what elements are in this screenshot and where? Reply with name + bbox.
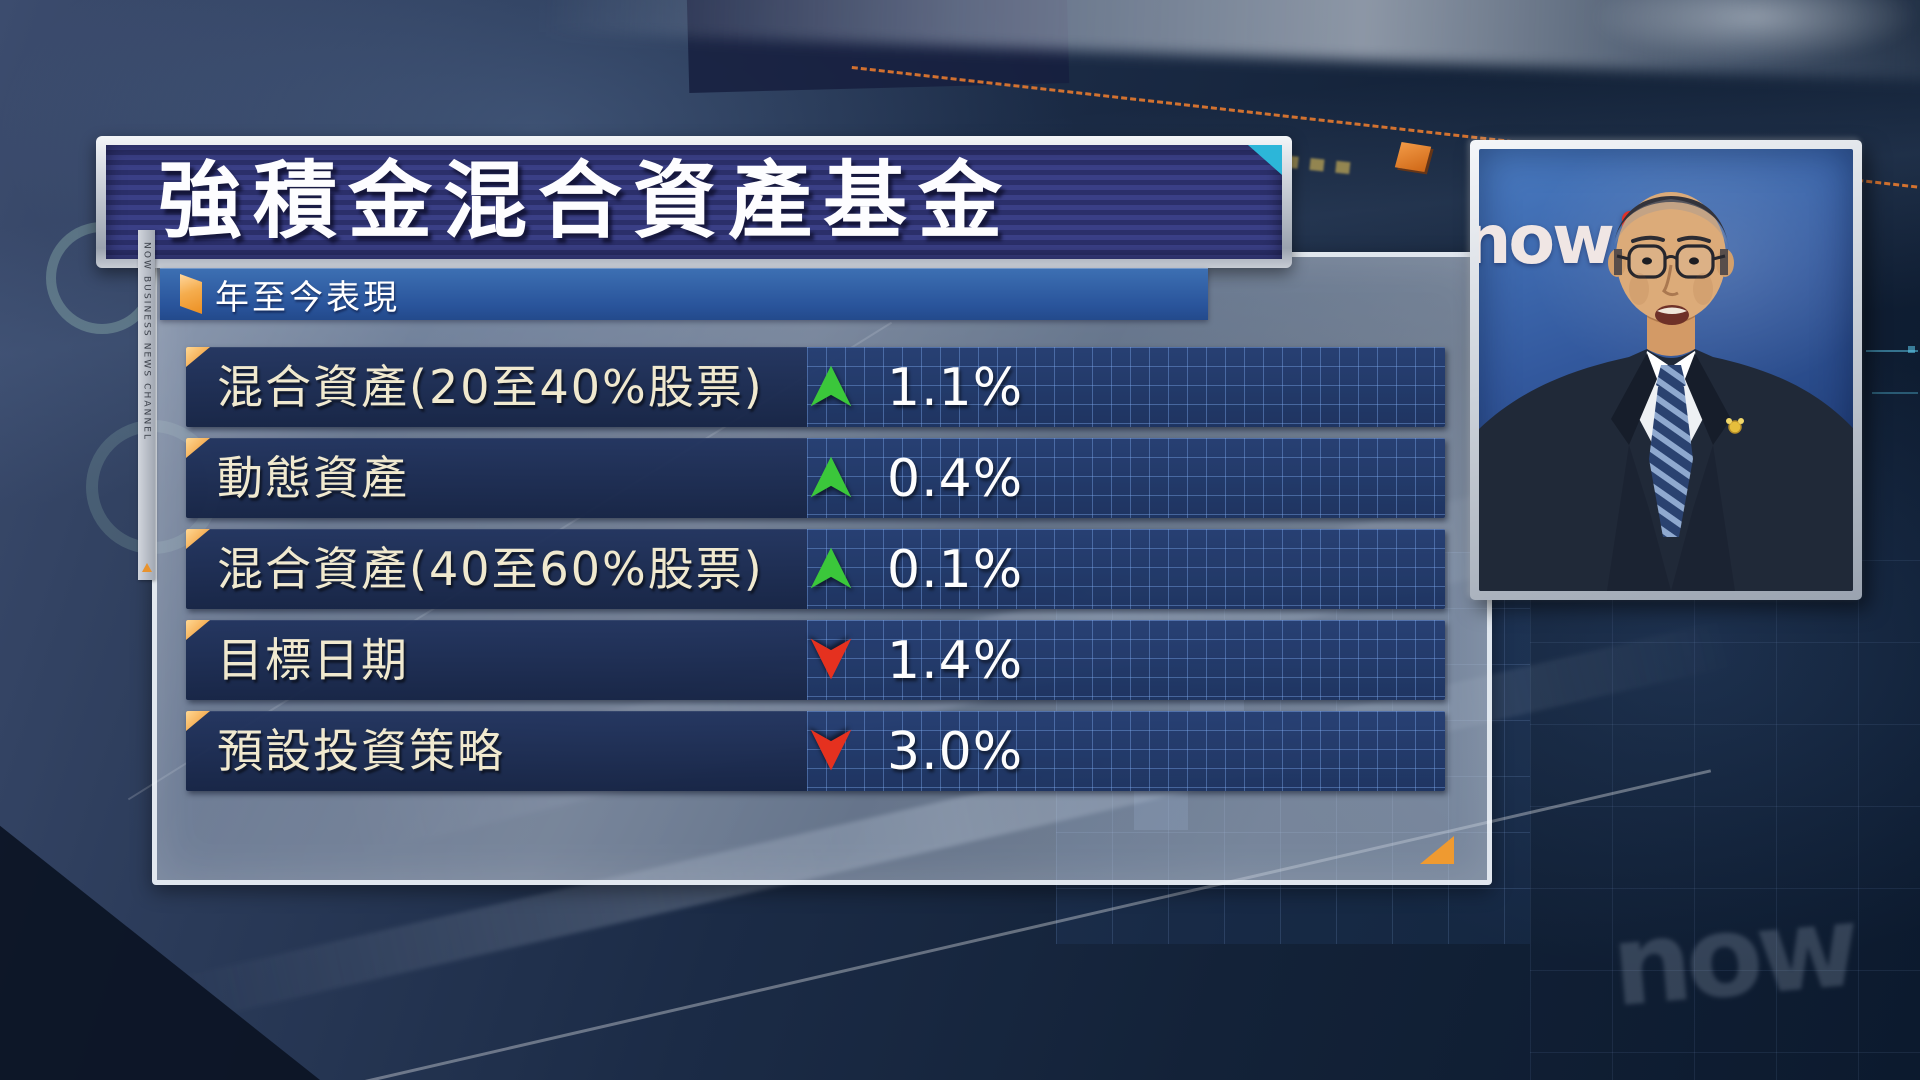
- row-grid-backdrop: [807, 347, 1445, 427]
- fund-change-value: 1.4%: [887, 631, 1024, 691]
- up-arrow-icon: [808, 545, 854, 591]
- fund-category-label: 動態資產: [217, 451, 409, 505]
- subtitle-bar: 年至今表現: [160, 268, 1208, 320]
- row-corner-accent: [186, 620, 210, 640]
- down-arrow-icon: [808, 727, 854, 773]
- down-arrow-icon: [808, 636, 854, 682]
- decor-grid-backdrop-right: [1530, 560, 1920, 1080]
- channel-tag-text: NOW BUSINESS NEWS CHANNEL: [141, 242, 152, 442]
- title-banner: 強積金混合資產基金: [96, 136, 1292, 268]
- speaker-portrait: [1479, 192, 1853, 591]
- up-arrow-icon: [808, 363, 854, 409]
- decor-circuit-dot: [1908, 346, 1915, 353]
- fund-change-value: 1.1%: [887, 358, 1024, 418]
- folded-tag-icon: [180, 274, 202, 314]
- row-corner-accent: [186, 711, 210, 731]
- background-watermark: now: [1606, 881, 1860, 1033]
- title-banner-inner: 強積金混合資產基金: [106, 145, 1282, 259]
- now-logo-text: now: [1479, 201, 1615, 280]
- fund-category-label: 預設投資策略: [217, 724, 505, 778]
- fund-category-label: 目標日期: [217, 633, 409, 687]
- fund-category-label: 混合資產(40至60%股票): [217, 542, 764, 596]
- subtitle-text: 年至今表現: [215, 277, 400, 318]
- fund-change-value: 3.0%: [887, 722, 1024, 782]
- guest-video: now 財: [1479, 149, 1853, 591]
- row-corner-accent: [186, 438, 210, 458]
- channel-tag-arrow-icon: [141, 563, 152, 572]
- fund-change-value: 0.4%: [887, 449, 1024, 509]
- row-grid-backdrop: [807, 620, 1445, 700]
- table-row: 動態資產 0.4%: [186, 438, 1445, 518]
- decor-circuit-line: [1872, 392, 1918, 394]
- cyan-corner-accent: [1248, 145, 1282, 175]
- guest-video-frame: now 財: [1470, 140, 1862, 600]
- fund-category-label: 混合資產(20至40%股票): [217, 360, 764, 414]
- decor-circuit-line: [1866, 350, 1918, 352]
- row-corner-accent: [186, 347, 210, 367]
- row-grid-backdrop: [807, 529, 1445, 609]
- row-grid-backdrop: [807, 711, 1445, 791]
- fund-change-value: 0.1%: [887, 540, 1024, 600]
- page-title: 強積金混合資產基金: [158, 152, 1014, 250]
- channel-tag-strip: NOW BUSINESS NEWS CHANNEL: [138, 230, 155, 580]
- up-arrow-icon: [808, 454, 854, 500]
- row-grid-backdrop: [807, 438, 1445, 518]
- table-row: 預設投資策略 3.0%: [186, 711, 1445, 791]
- row-corner-accent: [186, 529, 210, 549]
- table-row: 目標日期 1.4%: [186, 620, 1445, 700]
- decor-studio-lights: [1590, 0, 1920, 64]
- table-row: 混合資產(40至60%股票) 0.1%: [186, 529, 1445, 609]
- table-row: 混合資產(20至40%股票) 1.1%: [186, 347, 1445, 427]
